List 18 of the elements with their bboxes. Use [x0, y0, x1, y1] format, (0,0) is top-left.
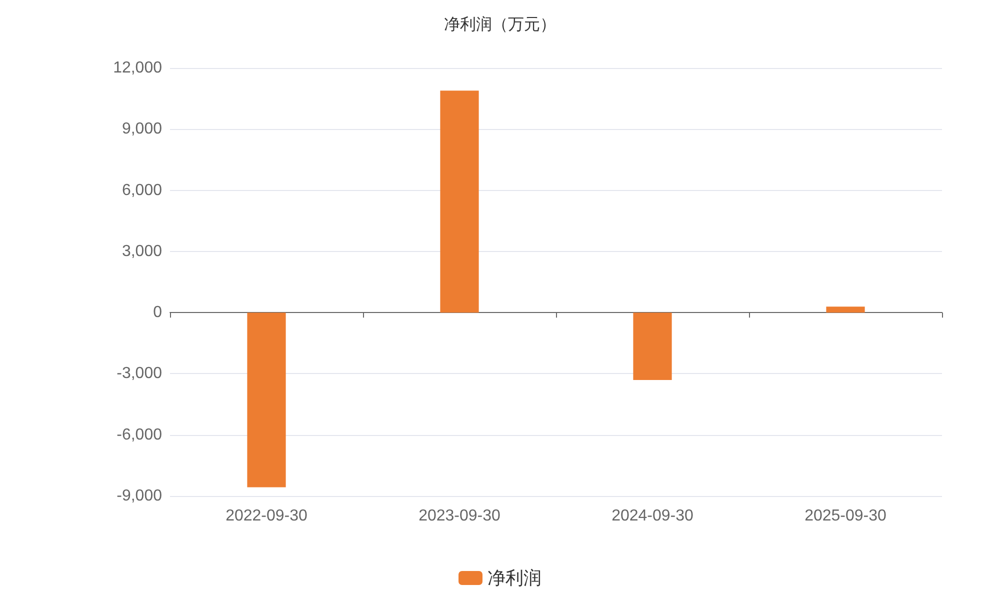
y-tick-label: 9,000	[122, 120, 162, 138]
bar	[440, 90, 479, 313]
y-tick-label: 3,000	[122, 242, 162, 260]
bar	[826, 306, 865, 313]
bar	[247, 312, 286, 488]
y-tick-label: 12,000	[113, 60, 162, 76]
y-tick-label: 0	[153, 304, 162, 322]
y-tick-label: 6,000	[122, 182, 162, 199]
y-tick-label: -9,000	[116, 488, 162, 504]
legend-label: 净利润	[488, 568, 542, 588]
y-tick-label: -3,000	[116, 365, 162, 382]
y-tick-label: -6,000	[116, 426, 162, 444]
chart-title: 净利润（万元）	[444, 16, 556, 34]
x-tick-label: 2022-09-30	[226, 508, 308, 524]
x-tick-label: 2025-09-30	[804, 508, 887, 524]
bar	[633, 312, 672, 380]
x-tick-label: 2024-09-30	[612, 508, 694, 524]
x-tick-label: 2023-09-30	[418, 508, 501, 524]
